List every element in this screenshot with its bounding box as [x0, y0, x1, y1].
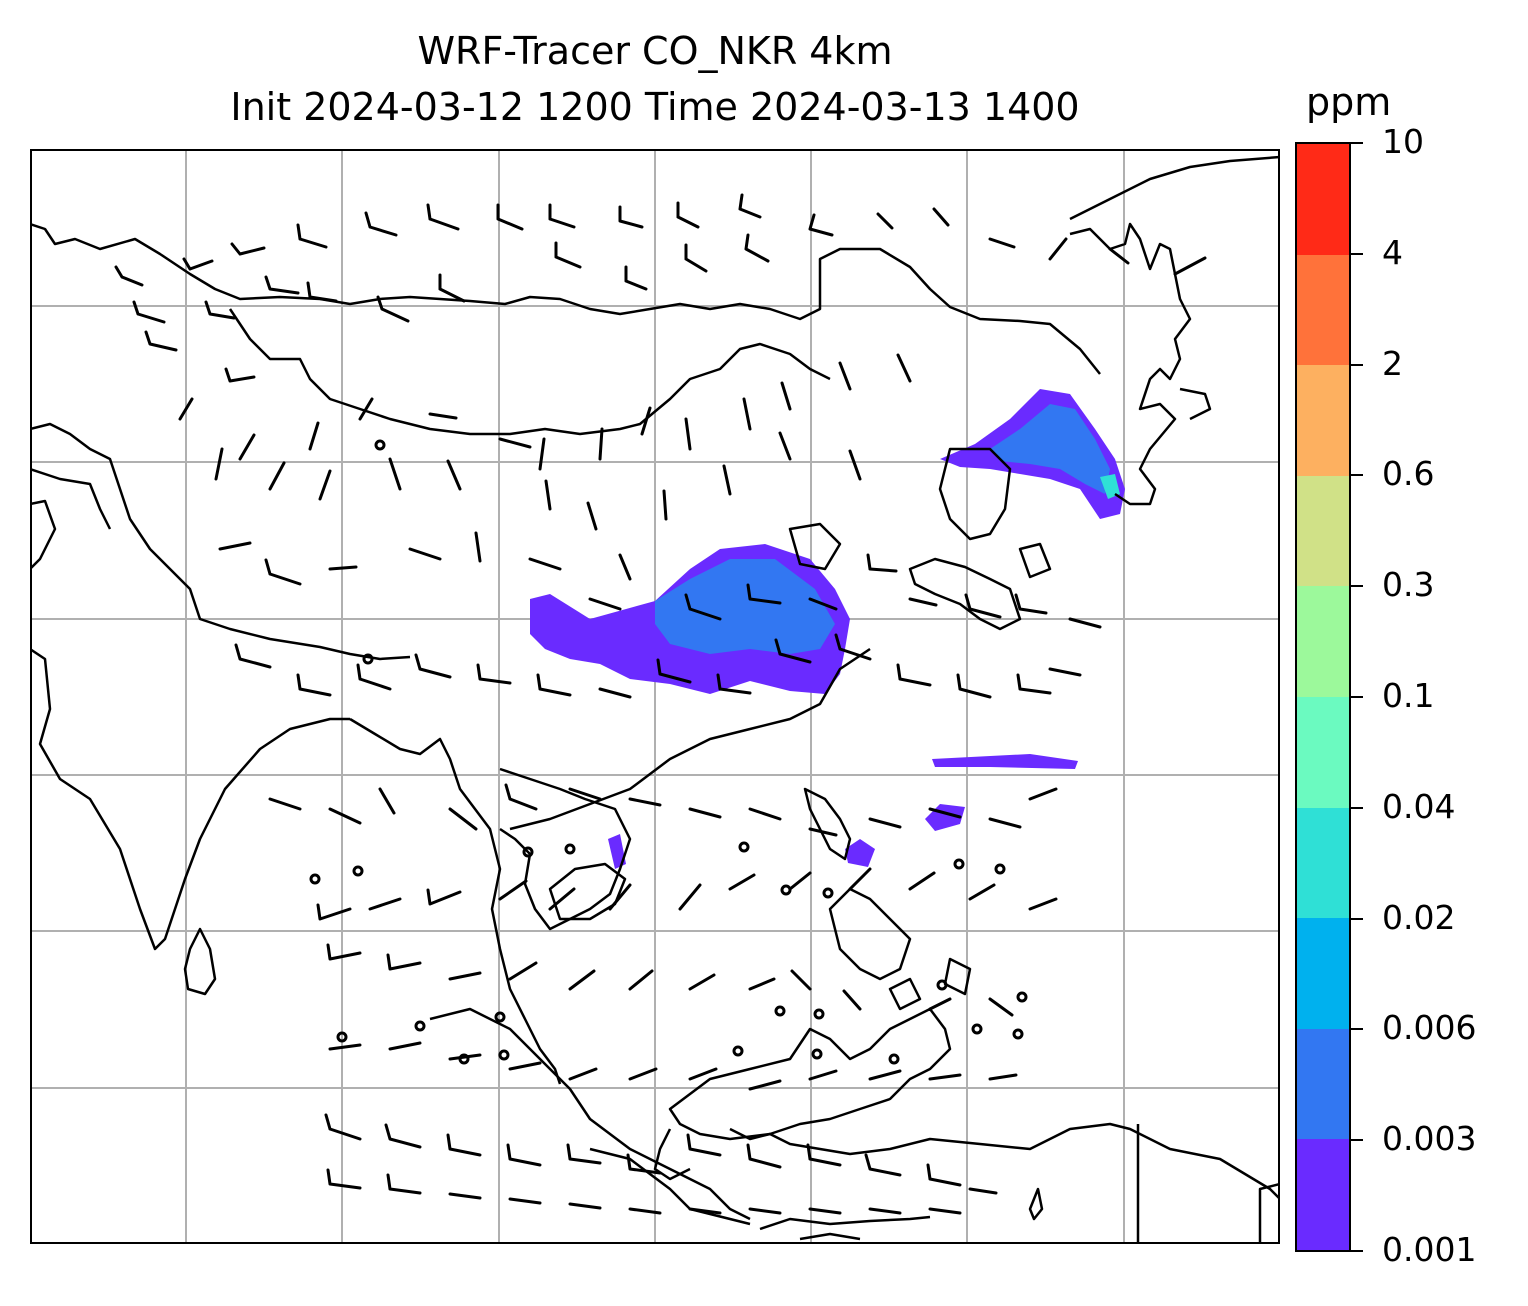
map-canvas: [30, 149, 1280, 1244]
colorbar-tick-mark: [1351, 1250, 1363, 1252]
tracer-plume-korea: [940, 389, 1125, 519]
calm-wind-markers: [309, 439, 1028, 1065]
colorbar-bin: [1297, 585, 1349, 697]
colorbar-tick-label: 2: [1382, 343, 1403, 383]
colorbar-tick-label: 0.04: [1382, 786, 1456, 826]
colorbar-unit-label: ppm: [1306, 80, 1392, 124]
colorbar-tick-mark: [1351, 806, 1363, 809]
colorbar-tick-label: 0.02: [1382, 897, 1456, 937]
colorbar-tick-mark: [1351, 474, 1363, 477]
colorbar-bin: [1297, 1028, 1349, 1140]
map-title: WRF-Tracer CO_NKR 4km: [417, 29, 893, 73]
colorbar-tick-label: 0.3: [1382, 565, 1435, 605]
colorbar-bin: [1297, 143, 1349, 255]
colorbar-bin: [1297, 475, 1349, 587]
colorbar: [1295, 142, 1351, 1252]
colorbar-tick-mark: [1351, 252, 1363, 255]
colorbar-bin: [1297, 364, 1349, 476]
colorbar-bin: [1297, 807, 1349, 919]
wind-barbs: [114, 193, 1207, 1215]
colorbar-tick-mark: [1351, 142, 1363, 144]
colorbar-tick-mark: [1351, 1028, 1363, 1031]
colorbar-tick-label: 0.1: [1382, 676, 1435, 715]
gridlines: [30, 149, 1280, 1244]
colorbar-bin: [1297, 1138, 1349, 1250]
colorbar-tick-mark: [1351, 917, 1363, 920]
tracer-patches: [608, 754, 1078, 869]
map-border: [30, 149, 1280, 1244]
colorbar-tick-label: 0.003: [1382, 1119, 1477, 1159]
map-panel[interactable]: [30, 149, 1280, 1244]
colorbar-tick-mark: [1351, 585, 1363, 588]
colorbar-bin: [1297, 254, 1349, 366]
colorbar-tick-mark: [1351, 1139, 1363, 1142]
map-subtitle: Init 2024-03-12 1200 Time 2024-03-13 140…: [230, 85, 1080, 129]
colorbar-tick-mark: [1351, 696, 1363, 698]
colorbar-tick-label: 0.001: [1382, 1230, 1477, 1269]
colorbar-tick-label: 10: [1382, 122, 1424, 161]
tracer-plume-china: [530, 544, 850, 694]
colorbar-tick-mark: [1351, 363, 1363, 366]
colorbar-bin: [1297, 696, 1349, 808]
colorbar-tick-label: 0.6: [1382, 454, 1435, 494]
colorbar-bin: [1297, 917, 1349, 1029]
coastlines: [30, 155, 1280, 1244]
colorbar-tick-label: 0.006: [1382, 1008, 1477, 1048]
colorbar-tick-label: 4: [1382, 232, 1403, 272]
